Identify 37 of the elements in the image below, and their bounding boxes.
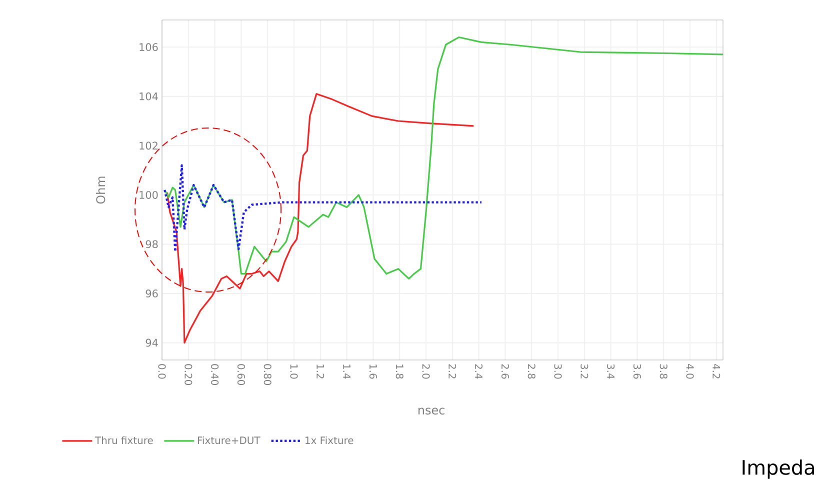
- x-tick-label: 2.2: [448, 364, 456, 378]
- x-tick-label: 4.0: [686, 364, 694, 379]
- x-tick-label: 0.0: [158, 364, 166, 379]
- y-tick-label: 96: [146, 290, 158, 298]
- x-tick-label: 3.4: [607, 364, 615, 379]
- legend-label: Fixture+DUT: [198, 436, 260, 444]
- y-axis-title: Ohm: [96, 176, 106, 204]
- x-tick-label: 3.8: [660, 364, 668, 379]
- x-tick-label: 2.4: [475, 364, 483, 379]
- x-tick-label: 0.80: [264, 364, 272, 386]
- x-tick-label: 0.20: [184, 364, 192, 386]
- x-tick-label: 3.2: [580, 364, 588, 378]
- x-tick-label: 1.2: [316, 364, 324, 378]
- y-tick-label: 102: [140, 142, 158, 150]
- legend-label: Thru fixture: [94, 436, 153, 444]
- y-tick-label: 104: [140, 92, 158, 100]
- x-tick-label: 2.0: [422, 364, 430, 379]
- line-series: [166, 93, 474, 344]
- y-tick-label: 106: [140, 43, 158, 52]
- text: Impeda: [742, 460, 814, 479]
- x-tick-label: 2.6: [501, 364, 509, 379]
- x-tick-label: 3.6: [633, 364, 641, 379]
- x-tick-label: 1.8: [396, 364, 404, 379]
- legend-label: 1x Fixture: [306, 436, 354, 444]
- line-series: [164, 36, 724, 280]
- x-tick-label: 1.6: [369, 364, 377, 379]
- x-tick-label: 1.0: [290, 364, 298, 379]
- x-tick-label: 1.4: [343, 364, 350, 379]
- x-tick-label: 0.40: [211, 364, 219, 386]
- x-axis-title: nsec: [418, 408, 444, 415]
- x-tick-label: 2.8: [528, 364, 536, 379]
- x-tick-label: 3.0: [554, 364, 562, 379]
- y-tick-label: 100: [140, 190, 158, 199]
- y-tick-label: 94: [146, 338, 158, 347]
- x-tick-label: 0.60: [237, 364, 245, 386]
- x-tick-label: 4.2: [712, 364, 720, 378]
- y-tick-label: 98: [146, 240, 158, 248]
